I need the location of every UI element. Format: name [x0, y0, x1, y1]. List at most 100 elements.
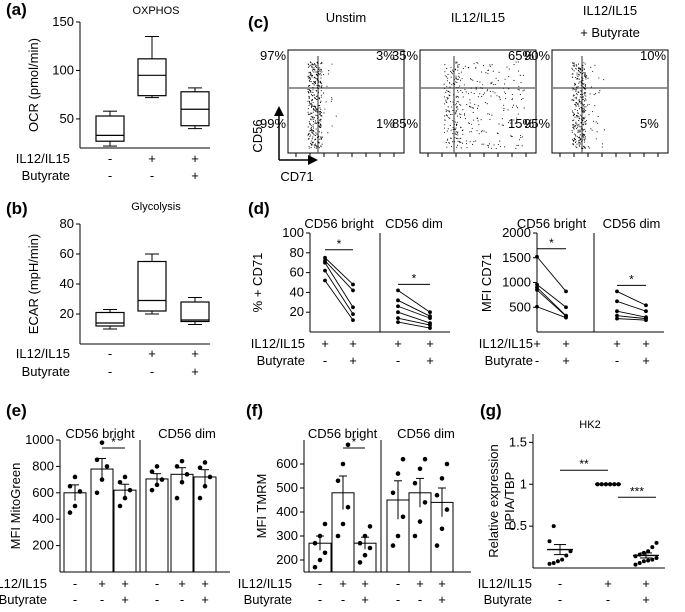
paired-point-before [396, 298, 400, 303]
flow-event [477, 107, 479, 109]
flow-event [578, 68, 580, 70]
flow-event [312, 111, 314, 113]
bar-point [340, 461, 346, 467]
flow-event [603, 79, 605, 81]
flow-event [580, 115, 582, 117]
flow-event [447, 138, 449, 140]
flow-event [471, 127, 473, 129]
sign-butyrate: + [438, 592, 446, 607]
flow-event [580, 126, 582, 128]
flow-event [320, 136, 322, 138]
flow-event [523, 89, 525, 91]
bar-point [390, 490, 396, 496]
sign-stim: + [613, 336, 621, 351]
flow-event [457, 69, 459, 71]
group-label-dim: CD56 dim [385, 216, 443, 231]
flow-event [317, 75, 319, 77]
flow-event [452, 128, 454, 131]
y-tick-label: 1.5 [509, 434, 527, 449]
flow-event [308, 132, 310, 134]
paired-line [616, 300, 647, 312]
flow-event [322, 92, 324, 94]
bar-point [154, 464, 160, 469]
flow-event [316, 87, 318, 89]
paired-line [616, 315, 647, 320]
row-label-butyrate: Butyrate [22, 364, 70, 379]
flow-event [584, 98, 586, 100]
flow-event [320, 96, 322, 98]
flow-event [318, 98, 321, 100]
flow-event [446, 67, 448, 70]
flow-event [585, 106, 587, 108]
flow-event [317, 116, 319, 118]
flow-event [516, 117, 518, 119]
sign-butyrate: - [150, 168, 154, 183]
flow-event [518, 139, 521, 141]
flow-event [574, 108, 576, 111]
y-tick-label: 50 [60, 111, 74, 126]
y-tick-label: 20 [60, 306, 74, 321]
flow-event [480, 119, 482, 121]
cd71-axis-label: CD71 [280, 169, 313, 184]
flow-event [459, 103, 461, 105]
flow-event [505, 97, 507, 100]
flow-event [487, 113, 489, 115]
flow-event [583, 117, 585, 120]
flow-event [573, 113, 575, 115]
y-tick-label: 150 [52, 14, 74, 29]
sign-butyrate: - [150, 364, 154, 379]
flow-event [455, 137, 458, 139]
flow-event [572, 62, 574, 64]
row-label-stim: IL12/IL15 [478, 576, 532, 591]
flow-event [585, 92, 587, 94]
flow-event [452, 141, 454, 143]
flow-event [477, 96, 479, 98]
flow-event [327, 132, 329, 134]
flow-event [312, 136, 314, 138]
flow-event [318, 131, 320, 133]
paired-point-after [644, 303, 648, 308]
flow-event [320, 90, 322, 92]
y-tick-label: 300 [276, 528, 298, 543]
flow-event [576, 78, 578, 80]
flow-event [578, 130, 580, 132]
flow-event [491, 81, 493, 83]
flow-event [573, 94, 575, 96]
flow-event [311, 144, 313, 146]
box [95, 311, 125, 327]
bar-point [202, 460, 208, 465]
flow-event [325, 101, 327, 103]
flow-event [579, 100, 581, 102]
flow-event [444, 75, 446, 77]
flow-event [516, 107, 519, 109]
y-tick-label: 200 [32, 538, 54, 553]
flow-event [578, 82, 580, 84]
flow-event [460, 79, 462, 81]
flow-event [472, 107, 474, 109]
flow-event [473, 63, 475, 65]
flow-event [501, 124, 503, 126]
flow-plot-title: IL12/IL15 [583, 3, 637, 18]
flow-event [310, 106, 312, 108]
flow-event [445, 110, 447, 113]
flow-event [466, 146, 468, 149]
flow-event [453, 103, 455, 105]
flow-event [311, 119, 313, 121]
paired-point-after [564, 289, 568, 294]
flow-event [331, 97, 333, 99]
sign-stim: + [394, 336, 402, 351]
flow-event [307, 91, 309, 93]
flow-event [513, 119, 515, 121]
flow-event [452, 109, 454, 111]
flow-event [582, 78, 584, 80]
flow-event [598, 77, 600, 79]
flow-event [316, 146, 318, 148]
panel-title: Glycolysis [131, 201, 181, 213]
flow-event [319, 82, 322, 84]
flow-event [515, 61, 517, 63]
flow-event [463, 114, 466, 116]
flow-event [576, 103, 578, 105]
flow-event [573, 70, 575, 72]
flow-event [518, 89, 520, 91]
flow-event [583, 111, 585, 113]
